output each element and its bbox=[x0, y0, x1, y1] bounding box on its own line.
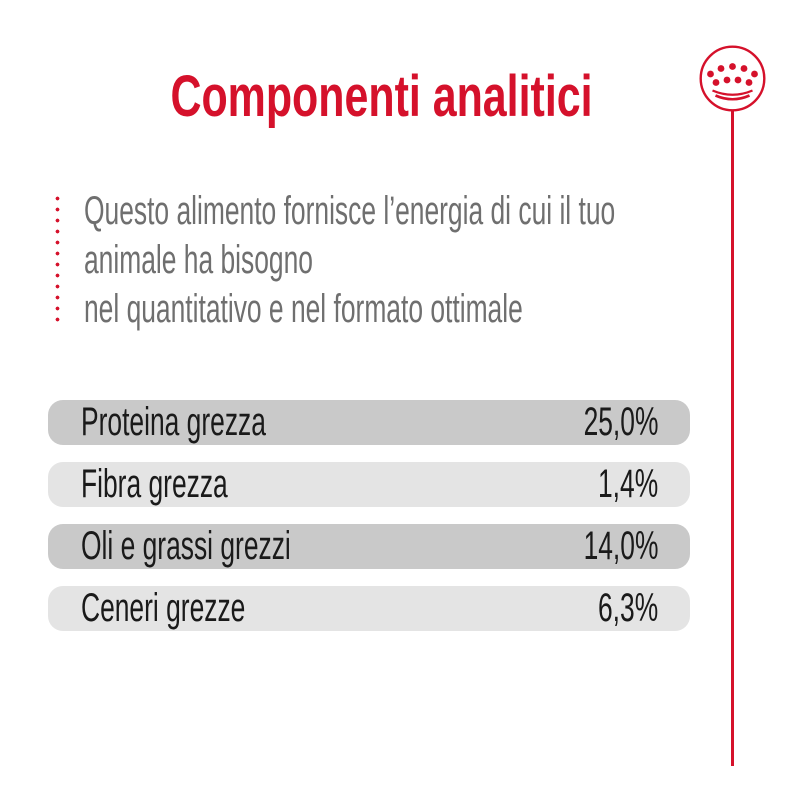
component-label: Proteina grezza bbox=[81, 400, 266, 444]
intro-line-1: Questo alimento fornisce l’energia di cu… bbox=[84, 189, 616, 233]
logo-stem-line bbox=[731, 110, 734, 766]
component-value: 6,3% bbox=[597, 586, 658, 630]
intro-line-3: nel quantitativo e nel formato ottimale bbox=[84, 287, 523, 331]
brand-logo bbox=[698, 44, 767, 113]
dotted-accent-line bbox=[55, 193, 60, 325]
component-label: Fibra grezza bbox=[81, 462, 228, 506]
intro-line-2: animale ha bisogno bbox=[84, 238, 313, 282]
component-label: Ceneri grezze bbox=[81, 586, 246, 630]
royal-canin-crown-icon bbox=[699, 45, 766, 112]
table-row: Oli e grassi grezzi 14,0% bbox=[48, 524, 690, 569]
component-value: 25,0% bbox=[583, 400, 658, 444]
page-title: Componenti analitici bbox=[170, 64, 593, 129]
table-row: Fibra grezza 1,4% bbox=[48, 462, 690, 507]
table-row: Ceneri grezze 6,3% bbox=[48, 586, 690, 631]
table-row: Proteina grezza 25,0% bbox=[48, 400, 690, 445]
component-value: 14,0% bbox=[583, 524, 658, 568]
component-value: 1,4% bbox=[597, 462, 658, 506]
intro-text: Questo alimento fornisce l’energia di cu… bbox=[84, 187, 800, 334]
analytical-components-table: Proteina grezza 25,0% Fibra grezza 1,4% … bbox=[48, 400, 690, 631]
component-label: Oli e grassi grezzi bbox=[81, 524, 291, 568]
